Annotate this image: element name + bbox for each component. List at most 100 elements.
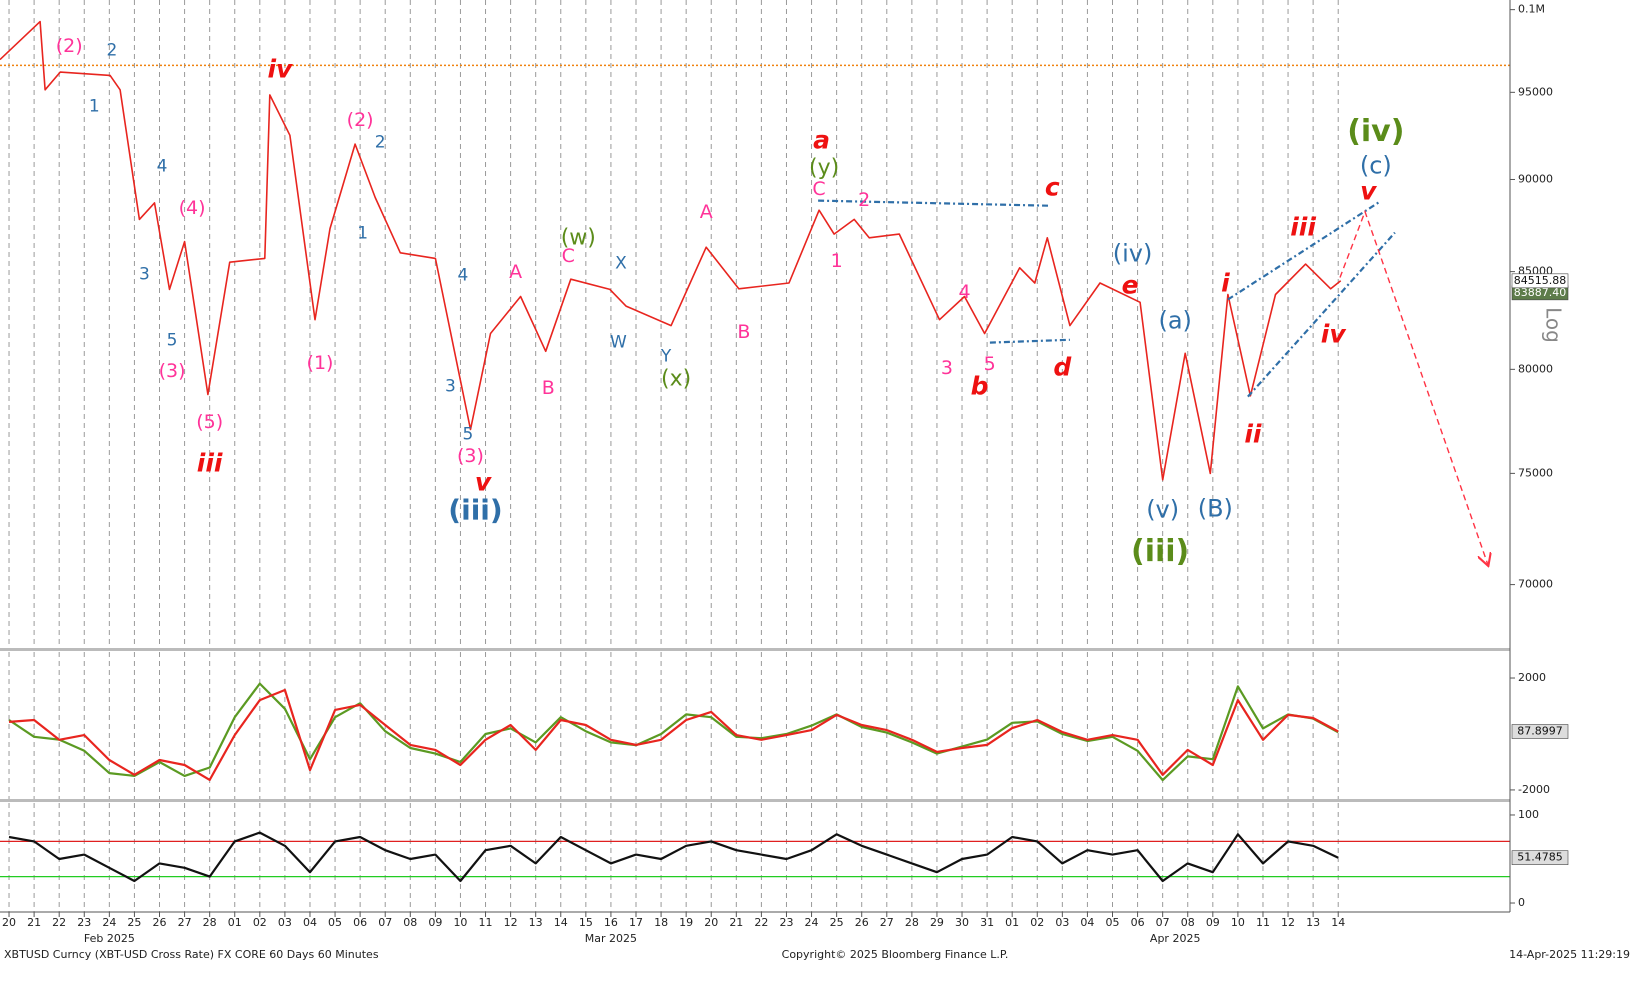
x-tick-label: 14 [554, 916, 568, 929]
wave-label: a [813, 126, 830, 155]
series-line [8, 831, 1339, 883]
plot [0, 20, 1488, 883]
x-tick-label: 18 [654, 916, 668, 929]
x-tick-label: 29 [930, 916, 944, 929]
ma-last-label: 83887.40 [1514, 286, 1567, 299]
wave-label: C [812, 178, 825, 200]
x-tick-label: 25 [127, 916, 141, 929]
last-value-label: 87.8997 [1517, 725, 1563, 738]
wave-label: iii [1290, 213, 1316, 242]
y-tick-label: 75000 [1518, 466, 1553, 479]
x-tick-label: 06 [353, 916, 367, 929]
x-tick-label: 05 [328, 916, 342, 929]
wave-label: iv [1321, 319, 1347, 348]
wave-label: i [1221, 269, 1230, 298]
projection-line [1339, 209, 1488, 565]
last-value-label-box [1511, 724, 1569, 739]
y-tick-label: 80000 [1518, 362, 1553, 375]
x-tick-label: 08 [403, 916, 417, 929]
wave-label: 1 [89, 97, 100, 117]
x-tick-label: 24 [102, 916, 116, 929]
wave-label: (2) [347, 109, 374, 131]
panel-separator [0, 648, 1510, 651]
month-label: Apr 2025 [1150, 932, 1201, 945]
x-tick-label: 15 [579, 916, 593, 929]
x-tick-label: 02 [253, 916, 267, 929]
wave-label: b [971, 372, 989, 401]
wave-label: (c) [1360, 152, 1392, 180]
x-tick-label: 28 [203, 916, 217, 929]
wave-label: 4 [157, 157, 168, 177]
series-line [8, 688, 1339, 781]
wave-label: (iv) [1113, 240, 1153, 268]
footer-copyright: Copyright© 2025 Bloomberg Finance L.P. [782, 948, 1009, 961]
x-tick-label: 27 [178, 916, 192, 929]
x-tick-label: 09 [1206, 916, 1220, 929]
x-tick-label: 26 [855, 916, 869, 929]
last-value-label-box [1511, 850, 1569, 865]
wave-label: (3) [457, 445, 484, 467]
x-tick-label: 28 [905, 916, 919, 929]
x-tick-label: 01 [1005, 916, 1019, 929]
x-tick-label: 06 [1131, 916, 1145, 929]
wave-label: 2 [375, 133, 386, 153]
wave-label: (iv) [1347, 114, 1404, 149]
wave-label: C [562, 245, 575, 267]
wave-label: (4) [179, 197, 206, 219]
x-tick-label: 12 [504, 916, 518, 929]
month-label: Feb 2025 [84, 932, 135, 945]
x-tick-label: 12 [1281, 916, 1295, 929]
wave-label: A [509, 261, 522, 283]
footer-source: XBTUSD Curncy (XBT-USD Cross Rate) FX CO… [4, 948, 379, 961]
x-tick-label: 20 [2, 916, 16, 929]
wave-label: (x) [661, 367, 691, 392]
x-tick-label: 10 [1231, 916, 1245, 929]
wave-label: 2 [858, 189, 870, 211]
x-tick-label: 23 [779, 916, 793, 929]
wave-label: 3 [445, 377, 456, 397]
last-value-label: 51.4785 [1517, 851, 1563, 864]
wave-label: 3 [941, 357, 953, 379]
wave-label: (3) [159, 360, 186, 382]
wave-label: v [475, 468, 492, 497]
wave-label: c [1045, 172, 1060, 201]
wave-label: A [700, 201, 713, 223]
x-tick-label: 08 [1181, 916, 1195, 929]
wave-label: d [1053, 353, 1072, 382]
x-tick-label: 24 [805, 916, 819, 929]
y-tick-label: 90000 [1518, 172, 1553, 185]
x-tick-label: 14 [1331, 916, 1345, 929]
wave-label: 5 [463, 425, 474, 445]
x-tick-label: 30 [955, 916, 969, 929]
y-tick-label: 0 [1518, 896, 1525, 909]
x-tick-label: 25 [830, 916, 844, 929]
x-tick-label: 01 [228, 916, 242, 929]
wave-label: ii [1244, 420, 1262, 449]
wave-label: 1 [831, 250, 843, 272]
wave-label: (a) [1158, 307, 1191, 335]
wave-label: v [1360, 177, 1377, 206]
series-line [8, 682, 1339, 782]
wave-label: 4 [958, 281, 970, 303]
wave-label: (5) [196, 411, 223, 433]
x-tick-label: 10 [453, 916, 467, 929]
wave-label: 5 [984, 353, 996, 375]
panel-separator [0, 799, 1510, 802]
trend-line [818, 199, 1049, 207]
wave-label: B [542, 377, 555, 399]
wave-label: iii [197, 449, 223, 478]
last-value-label-box [1511, 273, 1569, 289]
wave-label: (1) [307, 352, 334, 374]
y-tick-label: 70000 [1518, 578, 1553, 591]
trend-line [1247, 231, 1396, 398]
x-tick-label: 22 [754, 916, 768, 929]
wave-label: e [1122, 270, 1139, 299]
y-tick-label: 100 [1518, 808, 1539, 821]
wave-label: (y) [809, 156, 839, 181]
wave-label: (B) [1198, 495, 1233, 523]
wave-label: iv [267, 55, 293, 84]
wave-label: Y [660, 347, 672, 367]
x-tick-label: 04 [1080, 916, 1094, 929]
